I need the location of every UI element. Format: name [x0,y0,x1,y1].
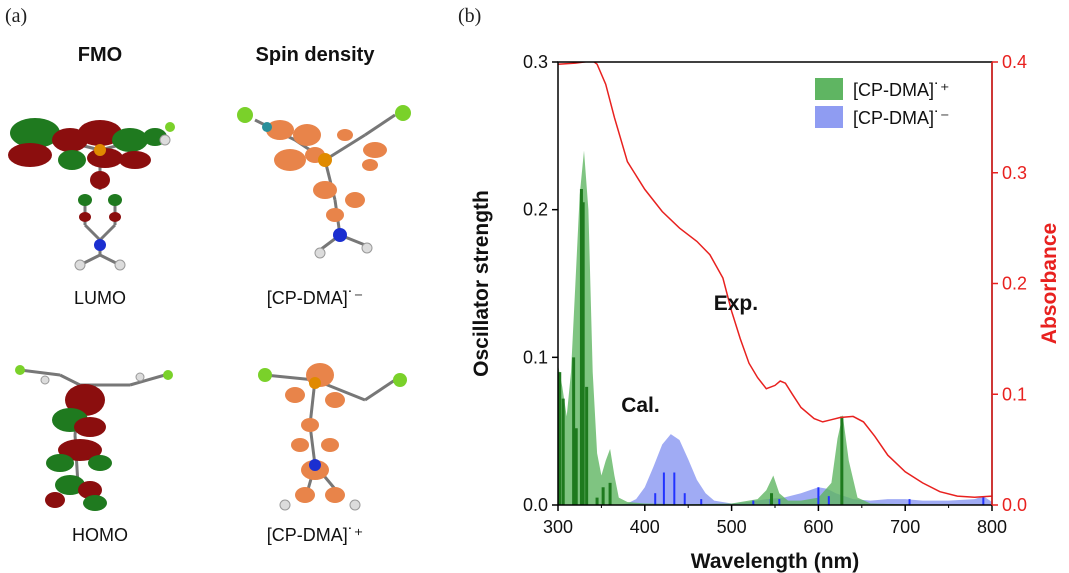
lumo-label: LUMO [73,288,126,308]
legend-label-cation: [CP-DMA]˙⁺ [853,80,950,100]
legend-swatch-anion [815,106,843,128]
panel-b-tag: (b) [458,5,482,27]
x-tick-label-4: 700 [890,517,920,537]
y-axis-label-right: Absorbance [1038,223,1061,344]
yl-tick-label-1: 0.1 [523,347,548,367]
fmo-heading: FMO [77,44,123,66]
absorption-chart: 300 400 500 600 700 8000.00.10.20.30.00.10.20… [470,52,1061,573]
yr-tick-label-0: 0.0 [1002,495,1027,515]
yr-tick-label-2: 0.2 [1002,274,1027,294]
cation-envelope [558,150,992,505]
anion-label: [CP-DMA]˙⁻ [266,288,364,308]
x-tick-label-3: 600 [803,517,833,537]
x-tick-label-5: 800 [977,517,1007,537]
lumo-orbital-image [8,118,175,271]
anion-envelope [558,434,992,505]
homo-label: HOMO [72,525,128,545]
yr-tick-label-1: 0.1 [1002,384,1027,404]
yr-tick-label-4: 0.4 [1002,52,1027,72]
homo-orbital-image [15,365,173,511]
legend-label-anion: [CP-DMA]˙⁻ [853,108,950,128]
yl-tick-label-3: 0.3 [523,52,548,72]
plot-frame [557,61,993,506]
yr-tick-label-3: 0.3 [1002,163,1027,183]
x-tick-label-0: 300 [543,517,573,537]
y-axis-label-left: Oscillator strength [470,190,493,377]
cation-spin-density-image [258,363,407,511]
yl-tick-label-2: 0.2 [523,200,548,220]
yl-tick-label-0: 0.0 [523,495,548,515]
anion-spin-density-image [237,105,411,259]
cation-label: [CP-DMA]˙⁺ [266,525,364,545]
x-tick-label-2: 500 [717,517,747,537]
annotation-cal: Cal. [621,394,660,417]
annotation-exp: Exp. [714,292,758,315]
x-tick-label-1: 400 [630,517,660,537]
legend-swatch-cation [815,78,843,100]
spin-density-heading: Spin density [255,44,375,66]
x-axis-label: Wavelength (nm) [691,550,859,573]
exp-absorbance-line [558,62,992,498]
panel-a-tag: (a) [5,5,28,27]
